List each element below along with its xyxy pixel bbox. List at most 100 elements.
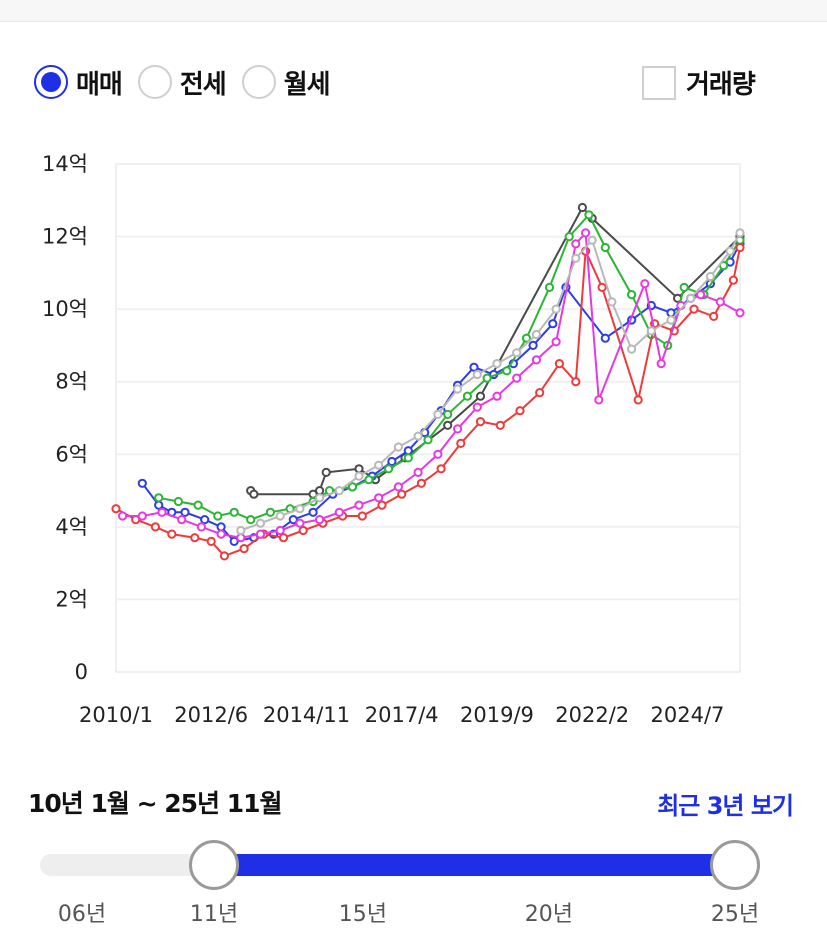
slider-tick-label: 20년: [524, 902, 574, 927]
data-point: [482, 373, 492, 383]
data-point: [150, 522, 160, 532]
data-point: [249, 489, 259, 499]
data-point: [627, 344, 637, 354]
data-point: [213, 511, 223, 521]
data-point: [686, 293, 696, 303]
data-point: [334, 486, 344, 496]
deal-type-tabs: 매매 전세 월세: [34, 60, 346, 104]
data-point: [443, 409, 453, 419]
data-point: [571, 377, 581, 387]
data-point: [521, 333, 532, 343]
series-line: [122, 230, 741, 539]
x-tick-label: 2019/9: [460, 703, 534, 727]
slider-selected-range: [214, 854, 735, 876]
y-tick-label: 6억: [55, 442, 88, 466]
data-point: [495, 420, 505, 430]
data-point: [167, 529, 177, 539]
data-point: [571, 239, 581, 249]
slider-start-handle[interactable]: [189, 840, 239, 890]
data-point: [357, 511, 367, 521]
period-slider[interactable]: [40, 840, 760, 890]
data-point: [548, 319, 558, 329]
tab-jeonse[interactable]: 전세: [137, 64, 227, 101]
slider-end-handle[interactable]: [710, 840, 760, 890]
data-point: [265, 507, 275, 517]
data-point: [403, 453, 413, 463]
data-point: [219, 551, 229, 561]
data-point: [551, 304, 561, 314]
data-point: [278, 533, 289, 543]
volume-checkbox[interactable]: [642, 65, 676, 100]
radio-jeonse[interactable]: [137, 65, 172, 99]
data-point: [364, 475, 374, 485]
data-point: [255, 518, 266, 528]
data-point: [456, 438, 466, 448]
data-point: [535, 388, 545, 398]
data-point: [587, 235, 597, 245]
data-point: [640, 279, 650, 289]
data-point: [633, 395, 643, 405]
slider-tick-labels: 06년 11년 15년 20년 25년: [40, 896, 760, 927]
data-point: [515, 406, 525, 416]
data-point: [597, 282, 607, 292]
data-point: [354, 464, 364, 474]
data-point: [190, 533, 200, 543]
y-tick-label: 4억: [55, 515, 88, 539]
data-point: [216, 529, 226, 539]
data-point: [696, 290, 706, 300]
data-point: [347, 482, 358, 492]
data-point: [255, 529, 266, 539]
data-point: [600, 242, 610, 253]
data-point: [298, 525, 308, 536]
data-point: [413, 431, 423, 441]
radio-sale[interactable]: [34, 65, 68, 99]
volume-label: 거래량: [686, 70, 756, 100]
radio-monthly-rent[interactable]: [241, 65, 276, 99]
plot-frame: [115, 163, 741, 673]
data-point: [193, 500, 203, 510]
tab-sale[interactable]: 매매: [34, 64, 123, 101]
data-point: [137, 478, 147, 488]
data-point: [666, 315, 676, 325]
data-point: [239, 544, 249, 554]
tab-jeonse-label: 전세: [179, 69, 227, 100]
y-tick-label: 8억: [55, 370, 88, 394]
price-chart: 0 2억 4억 6억 8억 10억 12억 14억 2010/1 2012/6 2014/11 201…: [42, 152, 745, 727]
y-tick-label: 12억: [42, 225, 88, 249]
data-point: [512, 373, 522, 383]
tab-monthly-rent[interactable]: 월세: [241, 64, 331, 101]
data-point: [492, 359, 502, 369]
data-point: [735, 308, 745, 318]
data-point: [607, 297, 617, 307]
data-point: [111, 504, 121, 514]
data-point: [288, 515, 298, 525]
data-point: [600, 333, 610, 343]
data-point: [308, 507, 318, 517]
data-point: [154, 500, 164, 510]
data-point: [551, 337, 561, 347]
data-point: [118, 511, 128, 521]
data-point: [443, 420, 453, 430]
data-point: [705, 271, 716, 282]
data-point: [453, 384, 463, 394]
volume-toggle[interactable]: 거래량: [642, 64, 756, 101]
data-point: [666, 308, 676, 318]
data-point: [725, 246, 735, 256]
data-point: [581, 228, 591, 238]
data-point: [436, 464, 446, 474]
data-point: [354, 500, 364, 510]
data-point: [462, 391, 472, 401]
y-tick-label: 14억: [42, 152, 88, 176]
data-point: [492, 391, 502, 401]
data-point: [275, 511, 285, 521]
data-point: [275, 525, 285, 536]
x-tick-label: 2022/2: [555, 703, 629, 727]
data-point: [137, 511, 147, 521]
data-point: [374, 493, 384, 503]
recent-3-years-link[interactable]: 최근 3년 보기: [657, 792, 794, 820]
data-point: [728, 275, 739, 285]
data-point: [393, 482, 403, 492]
data-point: [554, 359, 565, 369]
data-point: [334, 507, 344, 517]
data-point: [229, 507, 239, 517]
